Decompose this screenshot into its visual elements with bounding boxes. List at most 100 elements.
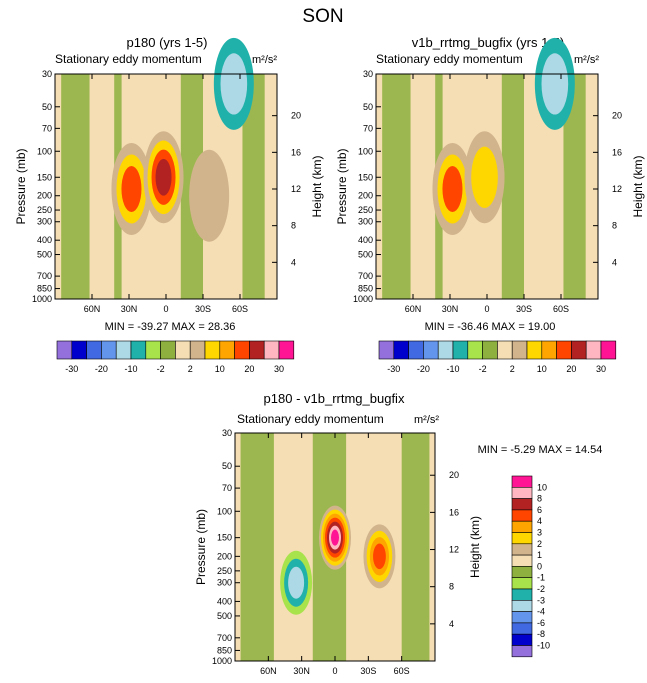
colorbar-label: -20 <box>417 364 430 374</box>
panel-title: p180 (yrs 1-5) <box>127 35 208 50</box>
colorbar-label: -10 <box>537 641 550 651</box>
colorbar-label: 2 <box>537 539 542 549</box>
y-tick-label: 500 <box>37 250 52 260</box>
height-tick-label: 4 <box>291 257 296 267</box>
field-band <box>242 74 265 299</box>
colorbar-label: -10 <box>446 364 459 374</box>
y-tick-label: 700 <box>37 271 52 281</box>
contour-fill <box>121 165 142 212</box>
x-tick-label: 30N <box>442 304 459 314</box>
y-tick-label: 250 <box>358 205 373 215</box>
y-tick-label: 50 <box>222 461 232 471</box>
field-band <box>501 74 524 299</box>
contour-fill <box>373 543 386 570</box>
colorbar-label: -20 <box>95 364 108 374</box>
y-tick-label: 150 <box>37 172 52 182</box>
x-tick-label: 60S <box>553 304 569 314</box>
x-tick-label: 30N <box>121 304 138 314</box>
colorbar-swatch <box>393 340 409 360</box>
colorbar-label: 4 <box>537 516 542 526</box>
colorbar-label: 30 <box>596 364 606 374</box>
colorbar-swatch <box>511 554 533 567</box>
height-tick-label: 16 <box>291 147 301 157</box>
colorbar-top-right: -30 -20 -10 -2 2 10 20 30 <box>378 340 617 374</box>
colorbar-label: -2 <box>537 584 545 594</box>
contour-fill <box>541 53 569 115</box>
colorbar-label: -6 <box>537 618 545 628</box>
height-tick-label: 4 <box>612 257 617 267</box>
y-tick-label: 200 <box>217 551 232 561</box>
panel-units: m²/s² <box>252 54 277 66</box>
height-tick-label: 16 <box>612 147 622 157</box>
colorbar-swatch <box>189 340 206 360</box>
y-tick-label: 100 <box>358 146 373 156</box>
colorbar-label: -4 <box>537 607 545 617</box>
contour-fill <box>288 566 305 599</box>
colorbar-swatch <box>511 611 533 624</box>
panel-plot: 3050701001502002503004005007008501000Pre… <box>194 428 482 676</box>
y-tick-label: 400 <box>217 596 232 606</box>
colorbar-label: 2 <box>510 364 515 374</box>
panel-stats: MIN = -39.27 MAX = 28.36 <box>105 321 236 333</box>
field-band <box>563 74 586 299</box>
colorbar-swatch <box>378 340 395 360</box>
colorbar-swatch <box>263 340 280 360</box>
colorbar-swatch <box>467 340 483 360</box>
colorbar-swatch <box>571 340 587 360</box>
colorbar-label: -2 <box>479 364 487 374</box>
y-tick-label: 400 <box>37 235 52 245</box>
y-tick-label: 250 <box>37 205 52 215</box>
colorbar-label: 1 <box>537 550 542 560</box>
panel-top-left: p180 (yrs 1-5) Stationary eddy momentum … <box>14 35 324 333</box>
x-tick-label: 60N <box>260 666 277 676</box>
height-tick-label: 20 <box>449 470 459 480</box>
panel-title: v1b_rrtmg_bugfix (yrs 1-5) <box>412 35 564 50</box>
y-tick-label: 850 <box>217 645 232 655</box>
colorbar-swatch <box>511 520 533 533</box>
panel-plot: 3050701001502002503004005007008501000Pre… <box>14 37 324 314</box>
x-tick-label: 0 <box>163 304 168 314</box>
y-tick-label: 200 <box>37 191 52 201</box>
colorbar-label: -2 <box>157 364 165 374</box>
colorbar-label: 6 <box>537 505 542 515</box>
colorbar-swatch <box>511 645 533 658</box>
height-tick-label: 20 <box>612 111 622 121</box>
y-tick-label: 100 <box>217 506 232 516</box>
height-tick-label: 8 <box>449 582 454 592</box>
colorbar-swatch <box>497 340 513 360</box>
y-tick-label: 500 <box>358 250 373 260</box>
colorbar-swatch <box>56 340 73 360</box>
x-tick-label: 30S <box>195 304 211 314</box>
figure-title: SON <box>302 6 343 27</box>
colorbar-swatch <box>511 509 533 522</box>
contour-fill <box>471 146 498 208</box>
y-tick-label: 70 <box>42 123 52 133</box>
colorbar-label: -30 <box>65 364 78 374</box>
colorbar-swatch <box>408 340 424 360</box>
height-axis-label: Height (km) <box>631 155 645 217</box>
panel-stats: MIN = -5.29 MAX = 14.54 <box>478 444 603 456</box>
contour-fill <box>442 165 463 212</box>
panel-bottom: p180 - v1b_rrtmg_bugfix Stationary eddy … <box>194 391 602 676</box>
height-tick-label: 8 <box>291 221 296 231</box>
x-tick-label: 60N <box>405 304 422 314</box>
y-tick-label: 300 <box>358 217 373 227</box>
colorbar-swatch <box>115 340 132 360</box>
y-tick-label: 50 <box>363 102 373 112</box>
colorbar-swatch <box>86 340 102 360</box>
colorbar-label: 0 <box>537 561 542 571</box>
colorbar-swatch <box>511 340 528 360</box>
y-tick-label: 700 <box>217 633 232 643</box>
colorbar-label: -3 <box>537 595 545 605</box>
contour-fill <box>331 529 339 546</box>
y-tick-label: 150 <box>217 533 232 543</box>
colorbar-label: -10 <box>124 364 137 374</box>
y-axis-label: Pressure (mb) <box>14 148 28 224</box>
x-tick-label: 0 <box>484 304 489 314</box>
y-tick-label: 100 <box>37 146 52 156</box>
y-tick-label: 30 <box>42 69 52 79</box>
colorbar-swatch <box>511 543 533 556</box>
height-axis-label: Height (km) <box>468 516 482 578</box>
colorbar-top-left: -30 -20 -10 -2 2 10 20 30 <box>56 340 295 374</box>
